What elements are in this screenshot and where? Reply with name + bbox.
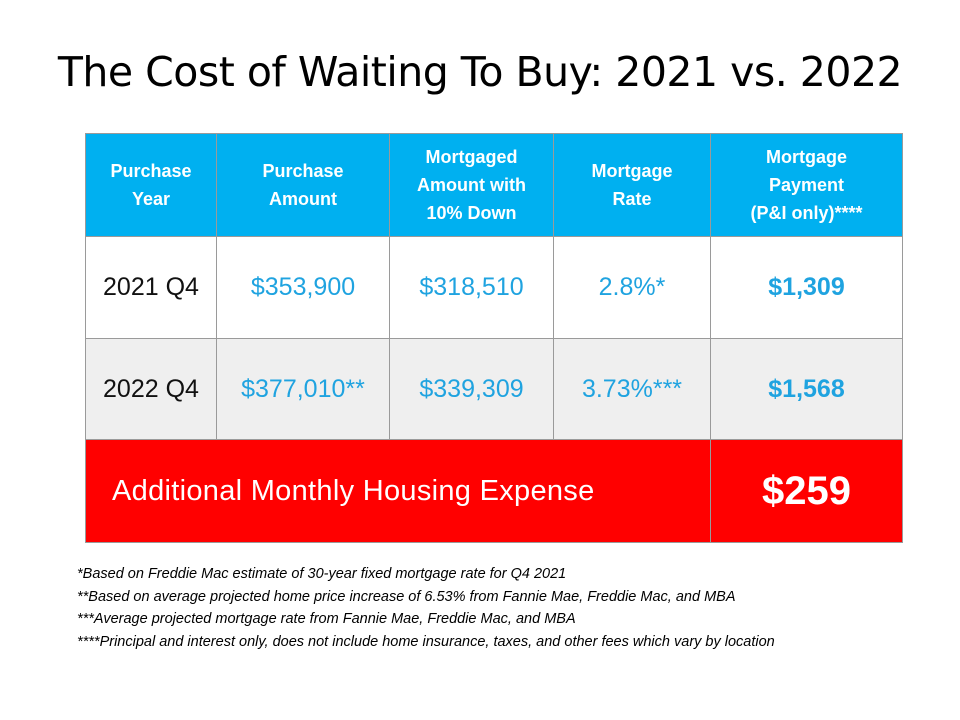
mortgaged-amount-cell: $318,510 <box>389 236 554 339</box>
mortgage-rate-cell: 2.8%* <box>553 236 711 339</box>
header-purchase-year: Purchase Year <box>85 133 217 237</box>
table-row: 2021 Q4 $353,900 $318,510 2.8%* $1,309 <box>85 236 903 339</box>
total-row: Additional Monthly Housing Expense $259 <box>85 439 903 543</box>
purchase-amount-cell: $377,010** <box>216 338 390 440</box>
table-header-row: Purchase Year Purchase Amount Mortgaged … <box>85 133 903 237</box>
purchase-year-cell: 2022 Q4 <box>85 338 217 440</box>
footnote: ***Average projected mortgage rate from … <box>77 611 576 627</box>
purchase-year-cell: 2021 Q4 <box>85 236 217 339</box>
header-purchase-amount: Purchase Amount <box>216 133 390 237</box>
total-value: $259 <box>710 439 903 543</box>
page-title: The Cost of Waiting To Buy: 2021 vs. 202… <box>57 48 903 96</box>
footnote: **Based on average projected home price … <box>77 588 736 605</box>
footnote: ****Principal and interest only, does no… <box>77 633 775 650</box>
table-row: 2022 Q4 $377,010** $339,309 3.73%*** $1,… <box>85 338 903 440</box>
footnote: *Based on Freddie Mac estimate of 30-yea… <box>77 566 567 582</box>
cost-table: Purchase Year Purchase Amount Mortgaged … <box>85 133 903 543</box>
footnotes: *Based on Freddie Mac estimate of 30-yea… <box>77 563 937 653</box>
header-mortgage-payment: Mortgage Payment (P&I only)**** <box>710 133 903 237</box>
purchase-amount-cell: $353,900 <box>216 236 390 339</box>
header-mortgage-rate: Mortgage Rate <box>553 133 711 237</box>
mortgage-payment-cell: $1,309 <box>710 236 903 339</box>
mortgaged-amount-cell: $339,309 <box>389 338 554 440</box>
total-label: Additional Monthly Housing Expense <box>85 439 711 543</box>
mortgage-rate-cell: 3.73%*** <box>553 338 711 440</box>
mortgage-payment-cell: $1,568 <box>710 338 903 440</box>
header-mortgaged-amount: Mortgaged Amount with 10% Down <box>389 133 554 237</box>
